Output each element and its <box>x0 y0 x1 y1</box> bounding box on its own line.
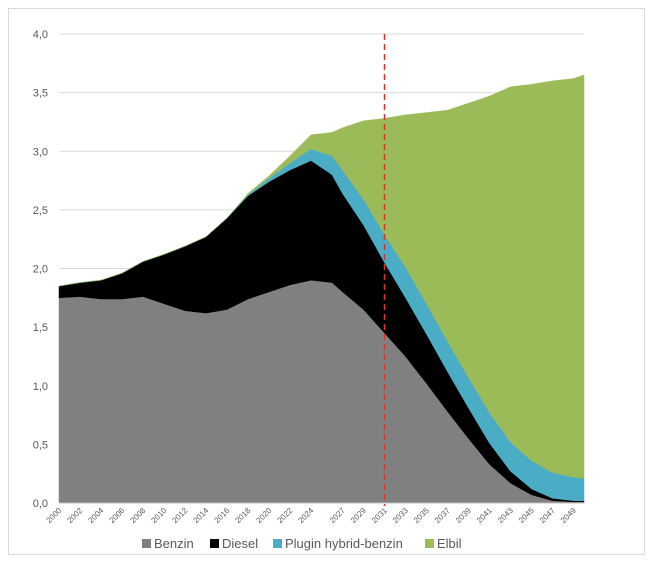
y-tick-label: 0,5 <box>33 439 48 451</box>
x-tick-label: 2037 <box>433 506 452 525</box>
legend-label: Plugin hybrid-benzin <box>285 536 403 551</box>
x-tick-label: 2016 <box>212 506 231 525</box>
legend-label: Benzin <box>154 536 194 551</box>
x-tick-label: 2024 <box>296 506 315 525</box>
y-tick-label: 0,0 <box>33 498 48 510</box>
x-tick-label: 2033 <box>391 506 410 525</box>
legend-label: Elbil <box>437 536 462 551</box>
y-tick-label: 3,5 <box>33 88 48 100</box>
y-tick-label: 1,5 <box>33 322 48 334</box>
x-tick-label: 2006 <box>107 506 126 525</box>
y-tick-labels: 0,0 0,5 1,0 1,5 2,0 2,5 3,0 3,5 4,0 <box>33 29 48 510</box>
area-elbil <box>58 74 585 479</box>
x-tick-label: 2039 <box>454 506 473 525</box>
x-tick-label: 2041 <box>475 506 494 525</box>
x-tick-label: 2012 <box>170 506 189 525</box>
x-tick-label: 2022 <box>275 506 294 525</box>
legend-swatch <box>425 539 434 548</box>
x-tick-label: 2029 <box>349 506 368 525</box>
series-areas <box>58 74 585 504</box>
x-tick-label: 2018 <box>233 506 252 525</box>
x-tick-label: 2031 <box>370 506 389 525</box>
y-tick-label: 1,0 <box>33 381 48 393</box>
x-tick-label: 2049 <box>559 506 578 525</box>
x-tick-label: 2045 <box>517 506 536 525</box>
legend-swatch <box>210 539 219 548</box>
x-tick-label: 2002 <box>65 506 84 525</box>
legend: Benzin Diesel Plugin hybrid-benzin Elbil <box>142 536 462 551</box>
y-tick-label: 2,0 <box>33 264 48 276</box>
x-tick-label: 2010 <box>149 506 168 525</box>
x-tick-label: 2027 <box>328 506 347 525</box>
x-tick-labels: 2000 2002 2004 2006 2008 2010 2012 2014 2016 2018… <box>44 506 578 525</box>
x-tick-label: 2008 <box>128 506 147 525</box>
legend-swatch <box>273 539 282 548</box>
x-tick-label: 2047 <box>538 506 557 525</box>
x-tick-label: 2035 <box>412 506 431 525</box>
legend-swatch <box>142 539 151 548</box>
x-tick-label: 2043 <box>496 506 515 525</box>
x-tick-label: 2014 <box>191 506 210 525</box>
y-tick-label: 4,0 <box>33 29 48 41</box>
y-tick-label: 3,0 <box>33 146 48 158</box>
x-tick-label: 2004 <box>86 506 105 525</box>
x-tick-label: 2020 <box>254 506 273 525</box>
legend-label: Diesel <box>222 536 258 551</box>
y-tick-label: 2,5 <box>33 205 48 217</box>
